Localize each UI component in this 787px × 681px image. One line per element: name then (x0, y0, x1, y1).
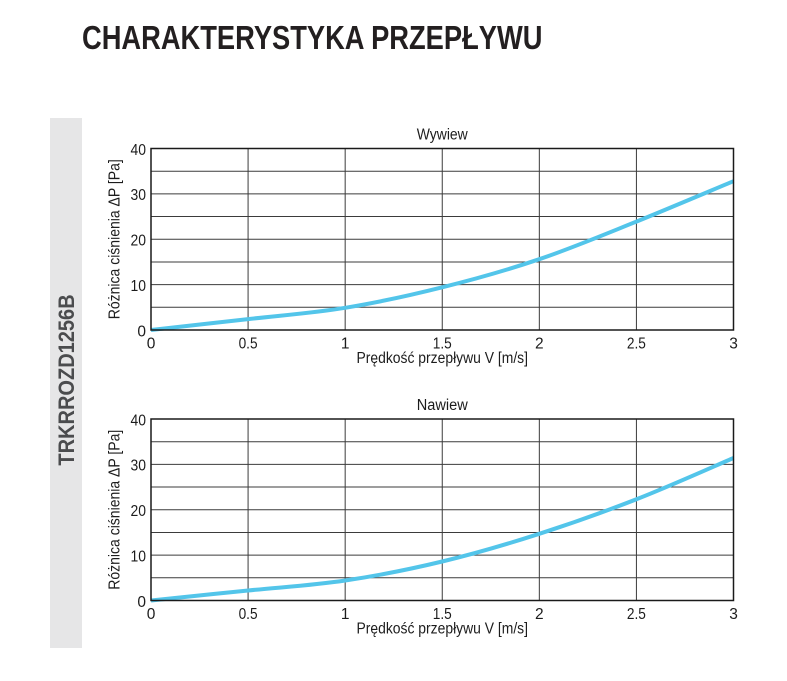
svg-text:2: 2 (535, 336, 544, 353)
svg-text:30: 30 (131, 458, 147, 475)
svg-text:Różnica ciśnienia ΔP [Pa]: Różnica ciśnienia ΔP [Pa] (107, 430, 124, 590)
svg-text:Prędkość przepływu V [m/s]: Prędkość przepływu V [m/s] (357, 350, 529, 367)
svg-text:0: 0 (137, 323, 146, 340)
svg-text:20: 20 (131, 233, 147, 250)
svg-text:3: 3 (729, 336, 738, 353)
svg-text:20: 20 (131, 503, 147, 520)
svg-text:0: 0 (147, 606, 156, 623)
svg-text:1: 1 (341, 336, 350, 353)
svg-text:40: 40 (131, 142, 147, 159)
svg-text:2.5: 2.5 (627, 336, 646, 353)
svg-text:2.5: 2.5 (627, 606, 646, 623)
svg-text:1.5: 1.5 (433, 606, 452, 623)
svg-text:0: 0 (137, 594, 146, 611)
svg-text:2: 2 (535, 606, 544, 623)
svg-text:40: 40 (131, 412, 147, 429)
svg-text:Nawiew: Nawiew (417, 397, 469, 414)
svg-text:Różnica ciśnienia ΔP [Pa]: Różnica ciśnienia ΔP [Pa] (107, 159, 124, 319)
svg-text:10: 10 (131, 278, 147, 295)
svg-text:Wywiew: Wywiew (417, 127, 469, 144)
svg-text:1.5: 1.5 (433, 336, 452, 353)
svg-text:0.5: 0.5 (239, 606, 258, 623)
svg-text:1: 1 (341, 606, 350, 623)
svg-text:0.5: 0.5 (239, 336, 258, 353)
svg-text:10: 10 (131, 548, 147, 565)
svg-text:30: 30 (131, 187, 147, 204)
svg-text:Prędkość przepływu V [m/s]: Prędkość przepływu V [m/s] (357, 621, 529, 638)
svg-text:0: 0 (147, 336, 156, 353)
svg-text:3: 3 (729, 606, 738, 623)
